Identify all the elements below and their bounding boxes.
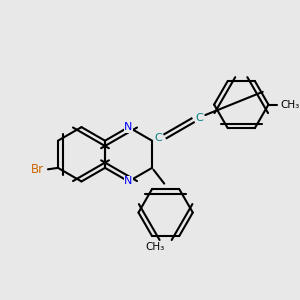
Text: CH₃: CH₃ <box>280 100 300 110</box>
Text: C: C <box>154 134 162 143</box>
Text: Br: Br <box>31 163 44 176</box>
Text: C: C <box>195 113 203 123</box>
Text: N: N <box>124 176 133 187</box>
Text: N: N <box>124 122 133 132</box>
Text: CH₃: CH₃ <box>145 242 164 252</box>
